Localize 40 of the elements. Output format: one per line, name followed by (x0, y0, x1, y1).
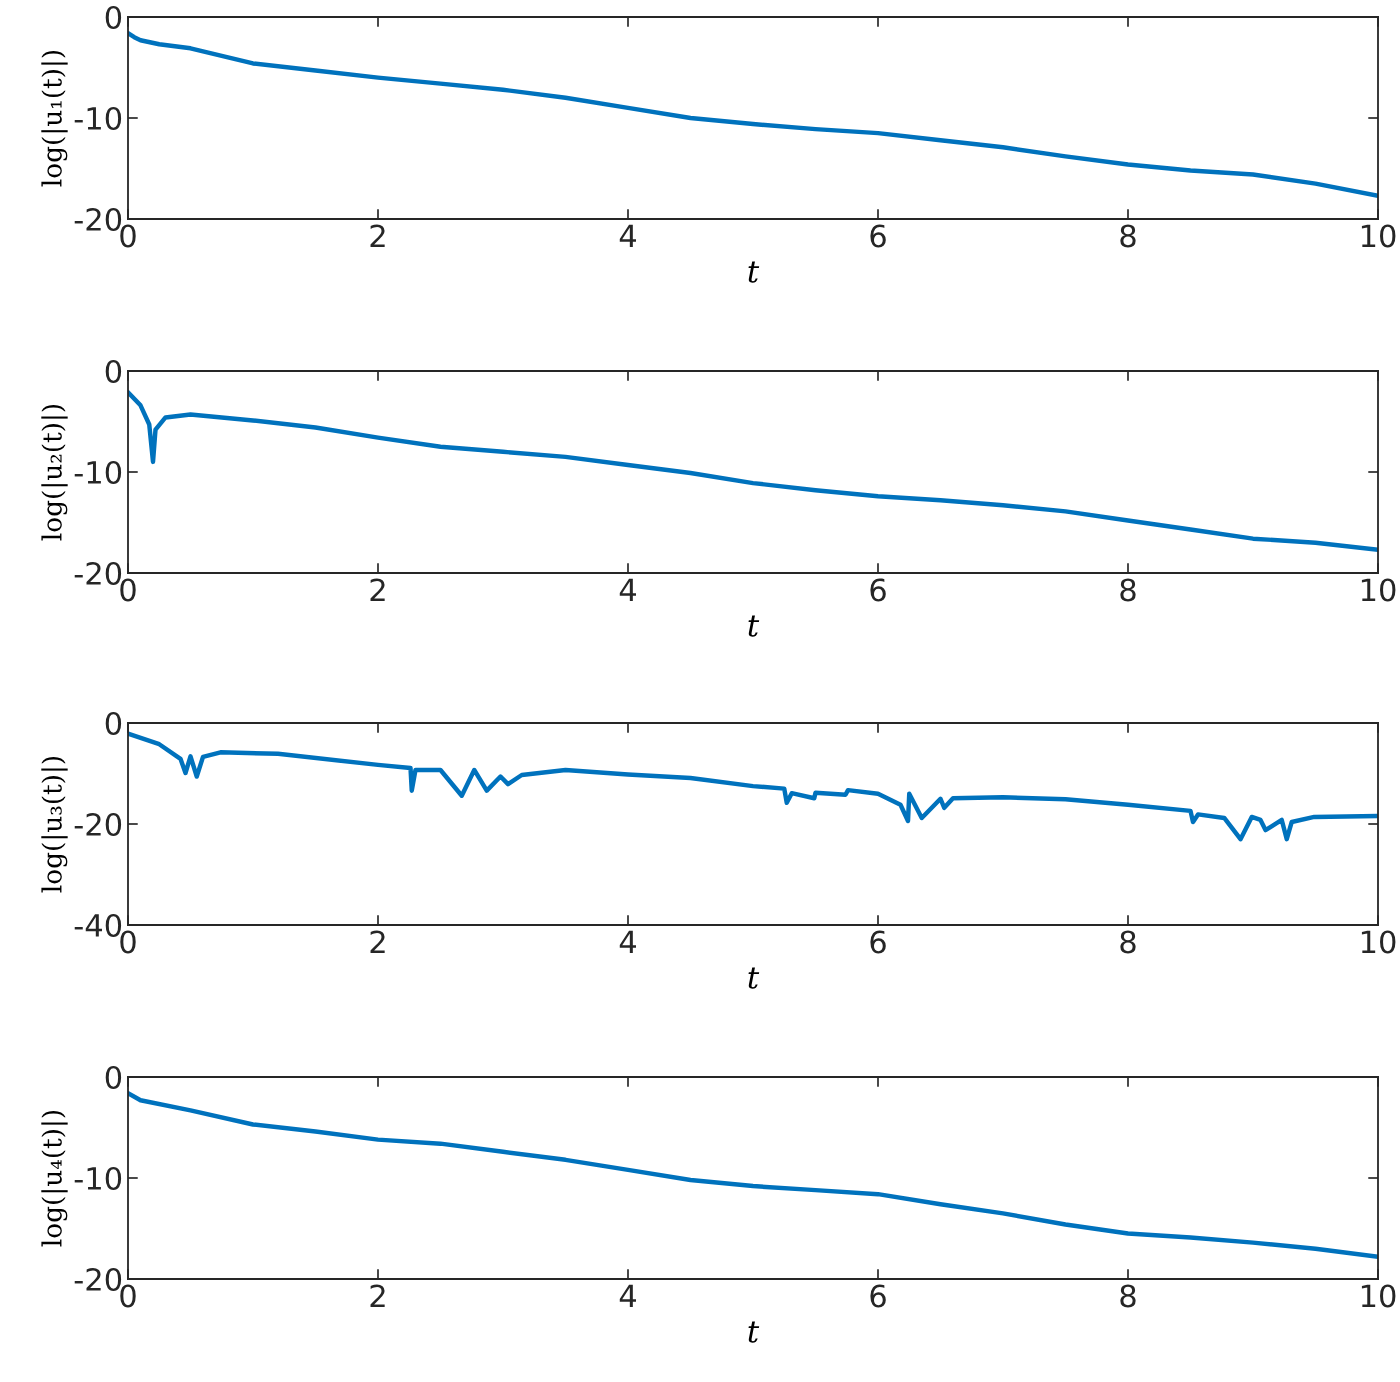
y-tick-label: 0 (105, 359, 122, 384)
y-tick-label: 0 (105, 1065, 122, 1090)
line-series (128, 389, 1378, 552)
x-tick-label: 4 (619, 930, 637, 954)
y-tick-label: 0 (105, 5, 122, 30)
x-tick-label: 6 (870, 578, 886, 602)
x-axis-title: t (748, 967, 760, 989)
x-tick-label: 2 (370, 578, 385, 602)
y-tick-label: 0 (105, 711, 122, 736)
y-tick-label: -20 (74, 812, 122, 837)
x-tick-label: 6 (870, 1284, 886, 1308)
x-tick-label: 2 (370, 1284, 385, 1308)
x-tick-label: 2 (370, 930, 385, 954)
x-tick-label: 10 (1361, 578, 1396, 602)
x-tick-label: 2 (370, 224, 385, 248)
x-tick-label: 6 (870, 224, 886, 248)
line-series (128, 731, 1378, 842)
x-tick-label: 4 (619, 224, 637, 248)
line-series (128, 30, 1378, 198)
y-tick-label: -10 (74, 106, 122, 131)
x-tick-label: 10 (1361, 1284, 1396, 1308)
x-tick-label: 10 (1361, 224, 1396, 248)
x-axis-title: t (748, 1321, 760, 1343)
x-axis-title: t (748, 261, 760, 283)
y-axis-title: log(|u₁(t)|) (41, 50, 68, 187)
y-axis-title: log(|u₃(t)|) (41, 756, 68, 893)
x-tick-label: 4 (619, 1284, 637, 1308)
line-series (128, 1090, 1378, 1259)
x-tick-label: 4 (619, 578, 637, 602)
x-axis-title: t (748, 615, 760, 637)
y-axis-title: log(|u₂(t)|) (41, 404, 68, 541)
x-tick-label: 8 (1120, 224, 1136, 248)
x-tick-label: 10 (1361, 930, 1396, 954)
y-tick-label: -10 (74, 1166, 122, 1191)
x-tick-label: 6 (870, 930, 886, 954)
x-tick-label: 8 (1120, 1284, 1136, 1308)
x-tick-label: 8 (1120, 578, 1136, 602)
x-tick-label: 8 (1120, 930, 1136, 954)
y-axis-title: log(|u₄(t)|) (41, 1110, 68, 1247)
y-tick-label: -10 (74, 460, 122, 485)
